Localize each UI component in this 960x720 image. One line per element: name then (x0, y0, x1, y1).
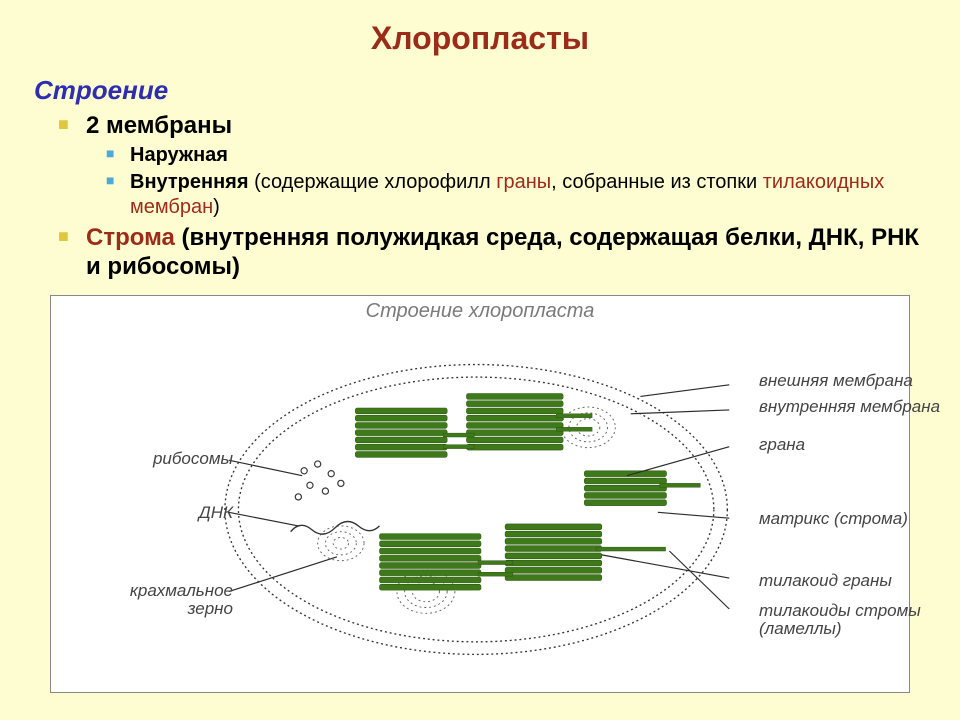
label-dna: ДНК (63, 504, 233, 522)
t: тилакоиды стромы (759, 601, 921, 620)
accent-grany: граны (496, 171, 551, 193)
subheading: Строение (34, 75, 930, 106)
bullet-list-l2: Наружная Внутренняя (содержащие хлорофил… (86, 143, 930, 220)
t: (ламеллы) (759, 619, 842, 638)
t: зерно (188, 599, 233, 618)
t: ( (254, 171, 261, 193)
bullet-outer-mem: Наружная (130, 143, 930, 168)
bullet-inner-mem: Внутренняя (содержащие хлорофилл граны, … (130, 170, 930, 220)
label-thyl-stroma: тилакоиды стромы (ламеллы) (759, 602, 921, 638)
bullet-stroma: Строма (внутренняя полужидкая среда, сод… (86, 224, 930, 282)
t: , собранные из стопки (551, 171, 763, 193)
t: Внутренняя (130, 171, 254, 193)
bullet-text: 2 мембраны (86, 112, 232, 139)
label-inner-mem: внутренняя мембрана (759, 398, 940, 416)
label-starch: крахмальное зерно (63, 582, 233, 618)
label-thyl-grana: тилакоид граны (759, 572, 892, 590)
t: содержащие хлорофилл (261, 171, 496, 193)
page-title: Хлоропласты (30, 20, 930, 57)
t: (внутренняя полужидкая среда, содержащая… (86, 224, 919, 280)
accent-stroma: Строма (86, 224, 182, 251)
bullet-list-l1: 2 мембраны Наружная Внутренняя (содержащ… (30, 112, 930, 281)
bullet-membranes: 2 мембраны Наружная Внутренняя (содержащ… (86, 112, 930, 220)
diagram-container: Строение хлоропласта рибосомы ДНК крахма… (50, 295, 910, 693)
t: ) (213, 196, 220, 218)
label-grana: грана (759, 436, 805, 454)
slide: Хлоропласты Строение 2 мембраны Наружная… (0, 0, 960, 720)
label-ribosomes: рибосомы (63, 450, 233, 468)
label-matrix: матрикс (строма) (759, 510, 908, 528)
label-outer-mem: внешняя мембрана (759, 372, 913, 390)
t: крахмальное (130, 581, 233, 600)
